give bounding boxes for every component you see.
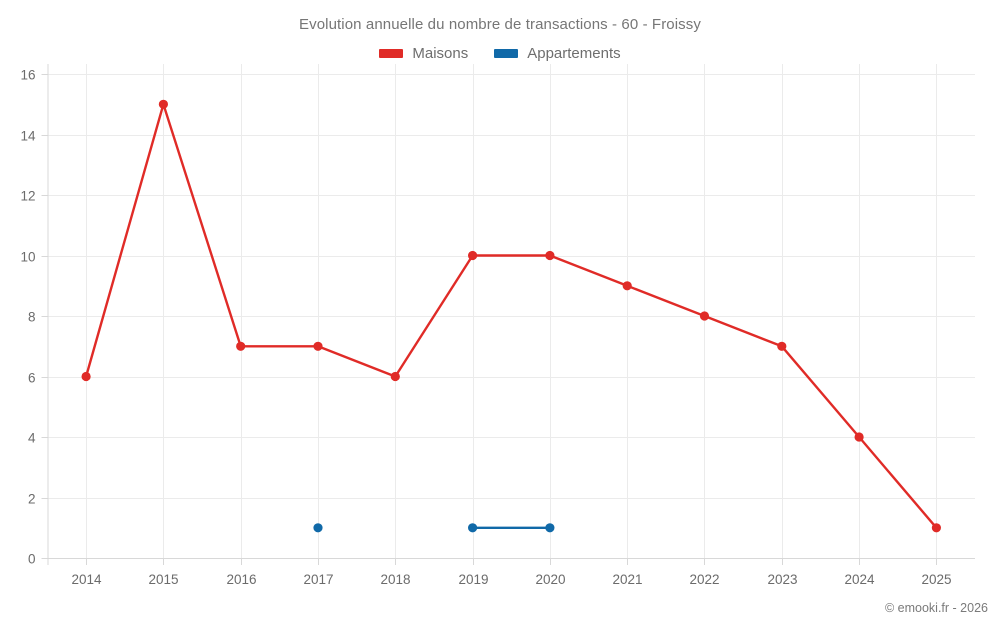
x-axis-tick-label: 2014 — [71, 572, 102, 587]
y-axis-tick-label: 16 — [20, 67, 35, 82]
x-axis-tick-label: 2021 — [612, 572, 642, 587]
x-axis-tick-label: 2023 — [767, 572, 797, 587]
legend-item-label: Maisons — [412, 45, 469, 62]
x-axis-tick-labels: 2014 2015 2016 2017 2018 2019 2020 2021 2022 2023… — [71, 572, 951, 587]
data-point-marker[interactable] — [622, 281, 632, 291]
gridlines — [47, 64, 975, 558]
x-axis-tick-label: 2020 — [535, 572, 565, 587]
x-axis-tick-label: 2022 — [689, 572, 719, 587]
x-axis-tick-label: 2025 — [921, 572, 951, 587]
y-axis-tick-label: 4 — [28, 430, 36, 445]
x-axis-tick-label: 2018 — [380, 572, 410, 587]
x-axis-tick-label: 2016 — [226, 572, 256, 587]
data-point-marker[interactable] — [854, 432, 864, 442]
y-axis-tick-label: 12 — [20, 188, 35, 203]
copyright-credit: © emooki.fr - 2026 — [884, 601, 988, 615]
data-point-marker[interactable] — [545, 523, 555, 533]
data-point-marker[interactable] — [158, 99, 168, 109]
data-point-marker[interactable] — [468, 523, 478, 533]
chart-legend: Maisons Appartements — [0, 45, 1000, 62]
y-axis-tick-labels: 0 2 4 6 8 10 12 14 16 — [20, 67, 36, 566]
legend-swatch-icon — [379, 49, 404, 58]
data-point-marker[interactable] — [236, 341, 246, 351]
series-appartements — [313, 523, 555, 533]
data-point-marker[interactable] — [777, 341, 787, 351]
legend-swatch-icon — [494, 49, 519, 58]
data-point-marker[interactable] — [545, 250, 555, 261]
data-point-marker[interactable] — [468, 250, 478, 261]
y-axis-tick-label: 2 — [28, 491, 36, 506]
y-axis-tick-label: 14 — [20, 128, 36, 143]
x-axis-tick-label: 2024 — [844, 572, 875, 587]
data-point-marker[interactable] — [931, 523, 942, 533]
data-point-marker[interactable] — [313, 523, 323, 533]
y-axis-tick-label: 6 — [28, 370, 36, 385]
x-axis-tick-label: 2015 — [148, 572, 178, 587]
y-axis-tick-label: 10 — [20, 249, 35, 264]
chart-series — [81, 99, 942, 533]
y-axis-tick-label: 0 — [28, 551, 36, 566]
data-point-marker[interactable] — [390, 371, 400, 382]
legend-item-appartements[interactable]: Appartements — [494, 45, 621, 62]
x-axis-tick-label: 2017 — [303, 572, 333, 587]
y-axis-tick-label: 8 — [28, 309, 36, 324]
data-point-marker[interactable] — [699, 311, 710, 321]
series-maisons — [81, 99, 942, 533]
legend-item-label: Appartements — [527, 45, 621, 62]
legend-item-maisons[interactable]: Maisons — [379, 45, 468, 62]
data-point-marker[interactable] — [81, 371, 91, 382]
chart-title: Evolution annuelle du nombre de transact… — [299, 16, 701, 33]
data-point-marker[interactable] — [313, 341, 323, 351]
x-axis-tick-label: 2019 — [458, 572, 488, 587]
series-line — [84, 103, 938, 529]
chart-axes — [41, 64, 975, 565]
